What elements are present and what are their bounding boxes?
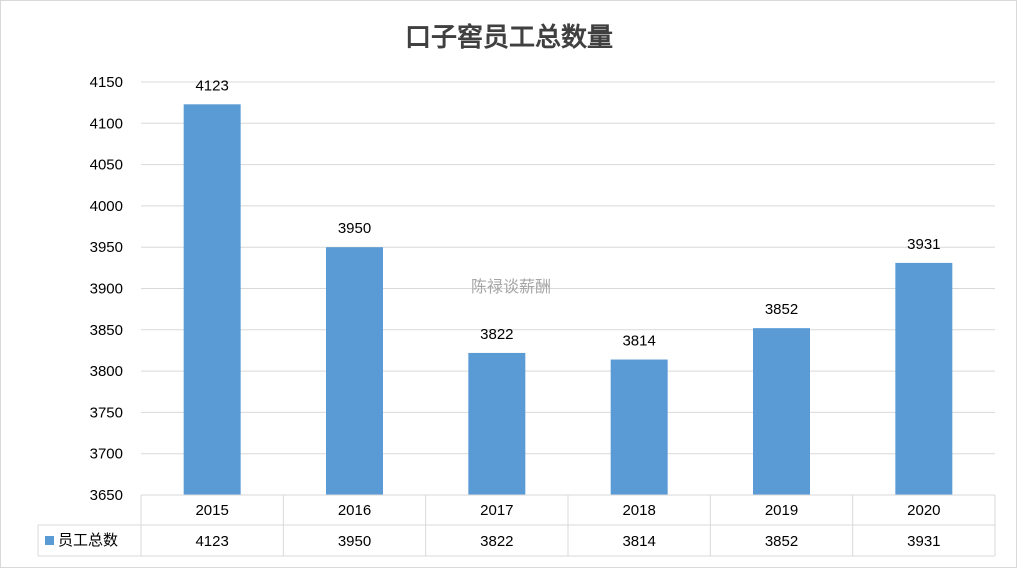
data-label: 3814 bbox=[622, 333, 655, 350]
data-label: 3852 bbox=[765, 301, 798, 318]
bar-2017 bbox=[468, 352, 526, 495]
y-tick-label: 4050 bbox=[90, 157, 123, 174]
bar-2018 bbox=[610, 359, 668, 495]
data-label: 4123 bbox=[195, 77, 228, 94]
table-cell-value: 3931 bbox=[907, 533, 940, 550]
bar-2019 bbox=[753, 328, 810, 495]
y-tick-label: 3850 bbox=[90, 322, 123, 339]
data-label: 3822 bbox=[480, 326, 513, 343]
y-tick-label: 4100 bbox=[90, 115, 123, 132]
table-cell-value: 3814 bbox=[622, 533, 655, 550]
legend-label: 员工总数 bbox=[58, 531, 118, 549]
x-category-label: 2016 bbox=[338, 502, 371, 519]
y-tick-label: 3750 bbox=[90, 404, 123, 421]
bar-2020 bbox=[895, 262, 953, 495]
legend-swatch bbox=[45, 536, 54, 545]
y-tick-label: 3900 bbox=[90, 281, 123, 298]
x-category-label: 2018 bbox=[622, 502, 655, 519]
bar-2015 bbox=[183, 104, 241, 495]
y-tick-label: 3700 bbox=[90, 446, 123, 463]
y-tick-label: 3800 bbox=[90, 363, 123, 380]
data-label: 3950 bbox=[338, 220, 371, 237]
table-cell-value: 3822 bbox=[480, 533, 513, 550]
data-label: 3931 bbox=[907, 236, 940, 253]
gridlines bbox=[141, 81, 995, 455]
bar-2016 bbox=[326, 247, 383, 495]
table-cell-value: 4123 bbox=[195, 533, 228, 550]
y-axis: 3650 3700 3750 3800 3850 3900 3950 4000 4050 4100… bbox=[90, 74, 123, 504]
y-tick-label: 4000 bbox=[90, 198, 123, 215]
table-cell-value: 3852 bbox=[765, 533, 798, 550]
x-category-label: 2015 bbox=[195, 502, 228, 519]
x-category-label: 2017 bbox=[480, 502, 513, 519]
table-cell-value: 3950 bbox=[338, 533, 371, 550]
x-category-label: 2019 bbox=[765, 502, 798, 519]
y-tick-label: 4150 bbox=[90, 74, 123, 91]
chart-title: 口子窖员工总数量 bbox=[405, 22, 613, 53]
x-category-label: 2020 bbox=[907, 502, 940, 519]
y-tick-label: 3950 bbox=[90, 239, 123, 256]
watermark-text: 陈禄谈薪酬 bbox=[471, 277, 551, 296]
bars bbox=[183, 104, 953, 495]
y-tick-label: 3650 bbox=[90, 487, 123, 504]
data-table: 2015 4123 2016 3950 2017 3822 2018 3814 2019 3852… bbox=[37, 494, 996, 557]
data-labels: 4123 3950 3822 3814 3852 3931 bbox=[195, 77, 940, 349]
